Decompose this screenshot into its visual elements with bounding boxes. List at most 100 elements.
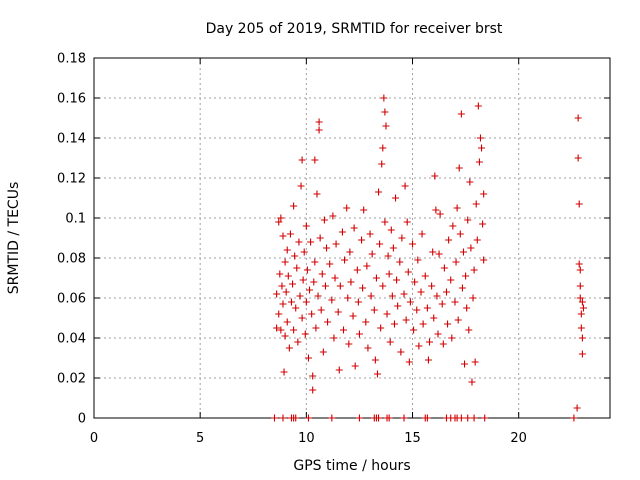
data-point: [304, 414, 312, 422]
data-point: [295, 238, 303, 246]
y-axis-title: SRMTID / TECUs: [6, 182, 22, 295]
data-point: [452, 258, 460, 266]
data-point: [335, 366, 343, 374]
data-point: [429, 248, 437, 256]
y-tick-label: 0.06: [57, 292, 86, 307]
data-point: [463, 304, 471, 312]
data-point: [281, 332, 289, 340]
data-point: [290, 202, 298, 210]
data-point: [323, 244, 331, 252]
data-point: [318, 270, 326, 278]
data-point: [409, 240, 417, 248]
data-point: [480, 256, 488, 264]
y-tick-label: 0.16: [57, 92, 86, 107]
data-point: [273, 290, 281, 298]
axis-ticks: 0 0.02 0.04 0.06 0.08 0.1 0.12 0.14 0.16 0.18 0 5 10…: [57, 52, 610, 446]
data-point: [454, 316, 462, 324]
data-point: [436, 210, 444, 218]
data-point: [459, 248, 467, 256]
data-point: [438, 300, 446, 308]
data-point: [413, 306, 421, 314]
chart-title: Day 205 of 2019, SRMTID for receiver brs…: [206, 21, 503, 37]
data-point: [576, 266, 584, 274]
data-point: [275, 218, 283, 226]
data-point: [311, 156, 319, 164]
data-point: [279, 232, 287, 240]
data-point: [575, 200, 583, 208]
data-point: [292, 304, 300, 312]
data-point: [473, 236, 481, 244]
data-point: [578, 298, 586, 306]
data-point: [379, 282, 387, 290]
data-point: [300, 248, 308, 256]
data-point: [292, 414, 300, 422]
data-point: [299, 276, 307, 284]
data-point: [388, 292, 396, 300]
data-point: [344, 294, 352, 302]
data-point: [373, 370, 381, 378]
data-point: [301, 330, 309, 338]
data-point: [579, 304, 587, 312]
data-point: [400, 290, 408, 298]
x-tick-label: 20: [510, 431, 527, 446]
data-point: [321, 282, 329, 290]
data-point: [417, 288, 425, 296]
data-point: [320, 216, 328, 224]
data-point: [367, 292, 375, 300]
data-point: [336, 282, 344, 290]
data-point: [329, 212, 337, 220]
y-tick-label: 0.04: [57, 332, 86, 347]
data-point: [381, 218, 389, 226]
data-point: [360, 206, 368, 214]
y-tick-label: 0.18: [57, 52, 86, 67]
data-point: [324, 318, 332, 326]
data-point: [296, 292, 304, 300]
data-point: [449, 222, 457, 230]
data-point: [481, 414, 489, 422]
data-point: [575, 260, 583, 268]
data-point: [302, 298, 310, 306]
data-point: [371, 356, 379, 364]
data-point: [315, 118, 323, 126]
data-point: [385, 270, 393, 278]
data-point: [312, 324, 320, 332]
data-point: [401, 182, 409, 190]
data-point: [453, 204, 461, 212]
data-point: [451, 298, 459, 306]
data-point: [397, 348, 405, 356]
data-point: [277, 326, 285, 334]
data-point: [354, 298, 362, 306]
data-point: [375, 188, 383, 196]
x-axis-title: GPS time / hours: [293, 458, 410, 474]
data-point: [309, 386, 317, 394]
data-point: [448, 334, 456, 342]
data-point: [431, 172, 439, 180]
data-point: [358, 236, 366, 244]
data-point: [455, 164, 463, 172]
data-point: [406, 298, 414, 306]
data-point: [419, 320, 427, 328]
data-point: [402, 316, 410, 324]
data-point: [466, 178, 474, 186]
data-point: [285, 344, 293, 352]
data-point: [298, 314, 306, 322]
x-tick-label: 10: [298, 431, 315, 446]
data-point: [381, 108, 389, 116]
data-point: [368, 250, 376, 258]
data-point: [465, 326, 473, 334]
data-point: [286, 230, 294, 238]
data-point: [317, 306, 325, 314]
data-point: [293, 264, 301, 272]
data-point: [433, 292, 441, 300]
data-point: [283, 318, 291, 326]
data-point: [364, 344, 372, 352]
data-point: [430, 314, 438, 322]
data-point: [331, 274, 339, 282]
data-point: [461, 360, 469, 368]
data-point: [303, 266, 311, 274]
y-tick-label: 0.08: [57, 252, 86, 267]
data-point: [414, 256, 422, 264]
data-point: [289, 280, 297, 288]
data-point: [447, 276, 455, 284]
data-point: [468, 378, 476, 386]
